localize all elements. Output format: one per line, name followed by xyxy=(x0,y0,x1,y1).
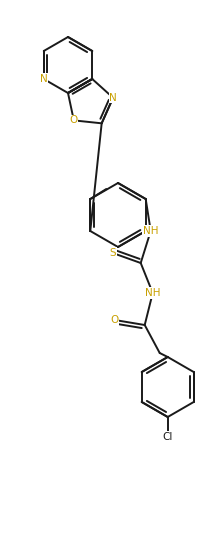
Text: S: S xyxy=(109,248,115,258)
Text: N: N xyxy=(40,74,47,84)
Text: NH: NH xyxy=(144,288,160,298)
Text: O: O xyxy=(69,115,78,125)
Text: Cl: Cl xyxy=(162,432,172,442)
Text: NH: NH xyxy=(142,226,158,236)
Text: N: N xyxy=(109,93,116,103)
Text: O: O xyxy=(110,315,118,325)
